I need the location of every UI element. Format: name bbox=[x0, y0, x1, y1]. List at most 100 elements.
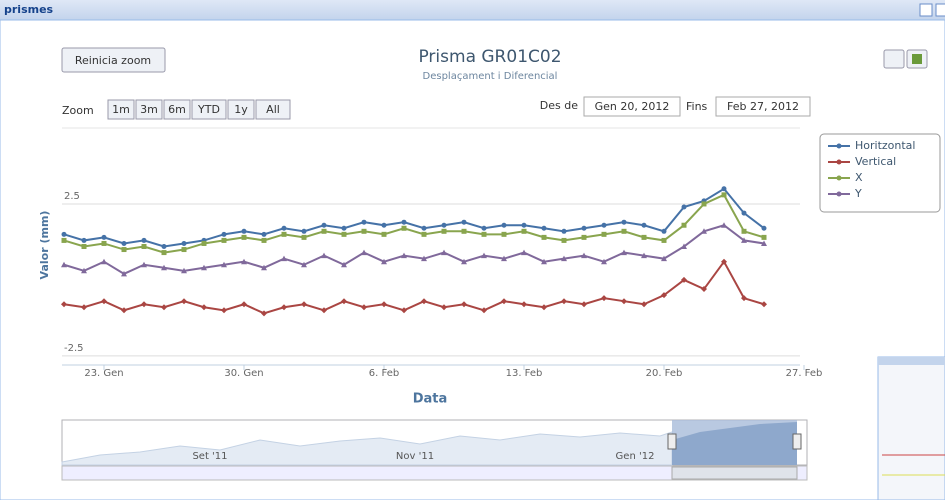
chart-subtitle: Desplaçament i Diferencial bbox=[423, 71, 558, 82]
plot: -2.52.523. Gen30. Gen6. Feb13. Feb20. Fe… bbox=[61, 128, 822, 379]
x-axis-label: Data bbox=[413, 392, 448, 407]
point bbox=[282, 232, 287, 237]
point bbox=[702, 201, 707, 206]
point bbox=[662, 229, 667, 234]
point bbox=[242, 235, 247, 240]
point bbox=[481, 307, 487, 313]
point bbox=[142, 244, 147, 249]
point bbox=[722, 192, 727, 197]
point bbox=[522, 223, 527, 228]
to-value: Feb 27, 2012 bbox=[727, 100, 799, 113]
thumbnail[interactable] bbox=[878, 357, 945, 500]
point bbox=[102, 235, 107, 240]
point bbox=[561, 298, 567, 304]
point bbox=[602, 232, 607, 237]
navigator-handle[interactable] bbox=[668, 434, 676, 449]
legend-symbol bbox=[837, 192, 842, 197]
point bbox=[542, 226, 547, 231]
point bbox=[262, 232, 267, 237]
series-line bbox=[64, 225, 764, 274]
legend-label[interactable]: Horitzontal bbox=[855, 139, 915, 152]
x-tick-label: 13. Feb bbox=[506, 368, 543, 379]
point bbox=[301, 301, 307, 307]
point bbox=[761, 301, 767, 307]
point bbox=[362, 220, 367, 225]
point bbox=[482, 232, 487, 237]
point bbox=[402, 220, 407, 225]
point bbox=[321, 253, 327, 259]
x-tick-label: 23. Gen bbox=[84, 368, 123, 379]
point bbox=[182, 241, 187, 246]
scrollbar-thumb[interactable] bbox=[672, 467, 797, 479]
navigator-label: Gen '12 bbox=[616, 451, 655, 462]
point bbox=[261, 310, 267, 316]
point bbox=[462, 220, 467, 225]
point bbox=[442, 223, 447, 228]
panel-tool[interactable] bbox=[936, 4, 945, 16]
point bbox=[61, 301, 67, 307]
point bbox=[401, 307, 407, 313]
point bbox=[642, 235, 647, 240]
y-tick-label: 2.5 bbox=[64, 191, 80, 202]
navigator-label: Nov '11 bbox=[396, 451, 434, 462]
point bbox=[541, 304, 547, 310]
legend-label[interactable]: X bbox=[855, 171, 863, 184]
to-label: Fins bbox=[686, 100, 708, 113]
point bbox=[181, 298, 187, 304]
point bbox=[682, 205, 687, 210]
series-line bbox=[64, 189, 764, 247]
legend-label[interactable]: Y bbox=[854, 187, 862, 200]
point bbox=[242, 229, 247, 234]
zoom-button-label: 6m bbox=[168, 103, 186, 116]
point bbox=[182, 247, 187, 252]
point bbox=[262, 238, 267, 243]
x-tick-label: 27. Feb bbox=[786, 368, 823, 379]
point bbox=[82, 238, 87, 243]
point bbox=[402, 226, 407, 231]
page: prismes Reinicia zoom Prisma GR01C02 Des… bbox=[0, 0, 945, 500]
zoom-label: Zoom bbox=[62, 104, 94, 117]
point bbox=[202, 241, 207, 246]
point bbox=[282, 226, 287, 231]
point bbox=[162, 244, 167, 249]
point bbox=[81, 304, 87, 310]
print-button[interactable] bbox=[884, 50, 904, 68]
point bbox=[62, 232, 67, 237]
point bbox=[122, 241, 127, 246]
point bbox=[382, 223, 387, 228]
point bbox=[321, 307, 327, 313]
y-tick-label: -2.5 bbox=[64, 343, 84, 354]
point bbox=[201, 304, 207, 310]
zoom-button-label: 1m bbox=[112, 103, 130, 116]
legend: Horitzontal Vertical XY bbox=[820, 134, 940, 212]
point bbox=[341, 298, 347, 304]
x-tick-label: 20. Feb bbox=[646, 368, 683, 379]
point bbox=[682, 223, 687, 228]
point bbox=[601, 295, 607, 301]
point bbox=[742, 229, 747, 234]
reset-zoom-label: Reinicia zoom bbox=[75, 54, 151, 67]
zoom-button-label: 3m bbox=[140, 103, 158, 116]
legend-label[interactable]: Vertical bbox=[855, 155, 896, 168]
point bbox=[762, 226, 767, 231]
legend-symbol bbox=[837, 144, 842, 149]
point bbox=[281, 304, 287, 310]
point bbox=[562, 238, 567, 243]
point bbox=[101, 298, 107, 304]
point bbox=[362, 229, 367, 234]
point bbox=[381, 301, 387, 307]
zoom-button-label: All bbox=[266, 103, 280, 116]
point bbox=[141, 301, 147, 307]
point bbox=[622, 229, 627, 234]
point bbox=[121, 307, 127, 313]
point bbox=[641, 301, 647, 307]
point bbox=[762, 235, 767, 240]
navigator-handle[interactable] bbox=[793, 434, 801, 449]
legend-symbol bbox=[837, 160, 842, 165]
zoom-button-label: YTD bbox=[197, 103, 220, 116]
panel-tool[interactable] bbox=[920, 4, 932, 16]
from-value: Gen 20, 2012 bbox=[595, 100, 670, 113]
point bbox=[142, 238, 147, 243]
point bbox=[322, 229, 327, 234]
